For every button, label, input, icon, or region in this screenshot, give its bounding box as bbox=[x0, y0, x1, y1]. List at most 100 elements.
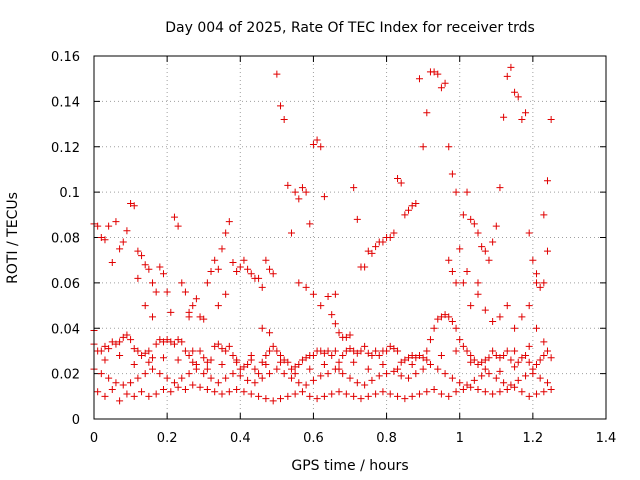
roti-point bbox=[298, 356, 306, 364]
roti-point bbox=[540, 338, 548, 346]
roti-point bbox=[247, 270, 255, 278]
roti-point bbox=[101, 342, 109, 350]
roti-point bbox=[145, 265, 153, 273]
roti-point bbox=[489, 390, 497, 398]
roti-point bbox=[244, 376, 252, 384]
roti-point bbox=[174, 336, 182, 344]
roti-point bbox=[127, 199, 135, 207]
roti-point bbox=[105, 374, 113, 382]
roti-point bbox=[401, 395, 409, 403]
roti-point bbox=[130, 345, 138, 353]
roti-point bbox=[266, 265, 274, 273]
roti-point bbox=[459, 386, 467, 394]
roti-point bbox=[543, 177, 551, 185]
roti-point bbox=[405, 354, 413, 362]
roti-point bbox=[401, 211, 409, 219]
roti-point bbox=[481, 306, 489, 314]
roti-point bbox=[116, 338, 124, 346]
roti-point bbox=[192, 295, 200, 303]
roti-point bbox=[500, 351, 508, 359]
roti-point bbox=[353, 349, 361, 357]
roti-point bbox=[463, 268, 471, 276]
roti-point bbox=[277, 358, 285, 366]
roti-point bbox=[214, 379, 222, 387]
roti-point bbox=[511, 324, 519, 332]
roti-point bbox=[375, 372, 383, 380]
roti-point bbox=[536, 374, 544, 382]
roti-point bbox=[266, 370, 274, 378]
roti-point bbox=[218, 390, 226, 398]
roti-point bbox=[295, 379, 303, 387]
roti-point bbox=[423, 388, 431, 396]
x-tick-label: 1.4 bbox=[596, 431, 617, 446]
roti-point bbox=[273, 365, 281, 373]
roti-point bbox=[481, 247, 489, 255]
roti-point bbox=[415, 351, 423, 359]
roti-point bbox=[163, 288, 171, 296]
roti-point bbox=[119, 381, 127, 389]
roti-point bbox=[507, 381, 515, 389]
roti-point bbox=[291, 188, 299, 196]
roti-point bbox=[207, 374, 215, 382]
roti-point bbox=[536, 356, 544, 364]
roti-point bbox=[138, 388, 146, 396]
roti-point bbox=[196, 347, 204, 355]
roti-point bbox=[101, 392, 109, 400]
roti-point bbox=[470, 220, 478, 228]
roti-point bbox=[229, 351, 237, 359]
roti-point bbox=[361, 381, 369, 389]
roti-point bbox=[342, 333, 350, 341]
roti-point bbox=[185, 313, 193, 321]
grid-lines bbox=[94, 56, 606, 419]
roti-point bbox=[134, 247, 142, 255]
roti-point bbox=[408, 392, 416, 400]
y-tick-label: 0.1 bbox=[59, 186, 80, 201]
roti-point bbox=[291, 390, 299, 398]
roti-point bbox=[306, 392, 314, 400]
roti-point bbox=[94, 222, 102, 230]
roti-point bbox=[225, 388, 233, 396]
roti-point bbox=[149, 365, 157, 373]
roti-point bbox=[317, 372, 325, 380]
roti-point bbox=[419, 143, 427, 151]
roti-point bbox=[335, 329, 343, 337]
roti-point bbox=[178, 374, 186, 382]
roti-point bbox=[357, 395, 365, 403]
roti-point bbox=[419, 365, 427, 373]
roti-point bbox=[141, 261, 149, 269]
roti-point bbox=[141, 370, 149, 378]
y-tick-label: 0.02 bbox=[51, 368, 80, 383]
roti-point bbox=[178, 338, 186, 346]
roti-point bbox=[346, 331, 354, 339]
roti-point bbox=[434, 315, 442, 323]
roti-point bbox=[309, 351, 317, 359]
roti-point bbox=[105, 222, 113, 230]
roti-point bbox=[266, 329, 274, 337]
roti-point bbox=[379, 388, 387, 396]
roti-point bbox=[441, 79, 449, 87]
roti-point bbox=[138, 252, 146, 260]
roti-point bbox=[507, 356, 515, 364]
roti-point bbox=[353, 379, 361, 387]
roti-point bbox=[452, 347, 460, 355]
roti-point bbox=[419, 354, 427, 362]
roti-point bbox=[364, 365, 372, 373]
roti-point bbox=[372, 243, 380, 251]
roti-point bbox=[500, 113, 508, 121]
roti-point bbox=[119, 333, 127, 341]
roti-point bbox=[540, 279, 548, 287]
roti-point bbox=[145, 358, 153, 366]
roti-point bbox=[240, 256, 248, 264]
roti-point bbox=[277, 351, 285, 359]
roti-point bbox=[207, 268, 215, 276]
roti-point bbox=[423, 109, 431, 117]
roti-point bbox=[331, 290, 339, 298]
roti-point bbox=[485, 256, 493, 264]
roti-point bbox=[467, 383, 475, 391]
roti-point bbox=[452, 388, 460, 396]
roti-point bbox=[522, 109, 530, 117]
roti-point bbox=[211, 388, 219, 396]
roti-point bbox=[211, 256, 219, 264]
x-tick-label: 0.8 bbox=[376, 431, 397, 446]
roti-point bbox=[533, 361, 541, 369]
